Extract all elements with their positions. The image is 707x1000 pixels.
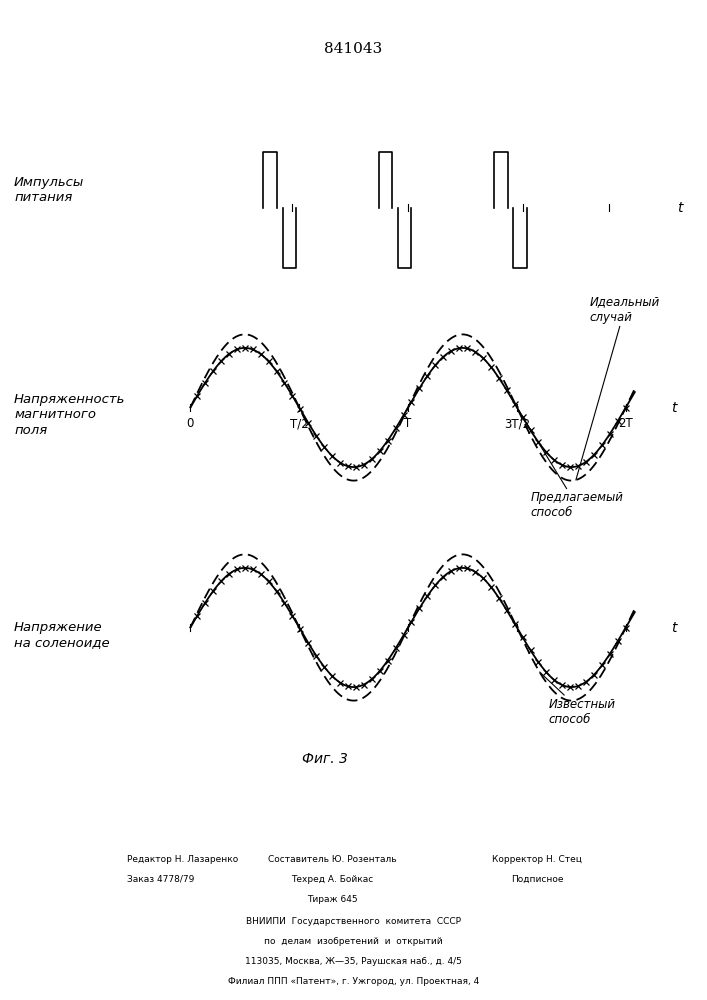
Text: Филиал ППП «Патент», г. Ужгород, ул. Проектная, 4: Филиал ППП «Патент», г. Ужгород, ул. Про… (228, 977, 479, 986)
Text: Предлагаемый
способ: Предлагаемый способ (517, 408, 624, 519)
Text: Корректор Н. Стец: Корректор Н. Стец (492, 855, 583, 864)
Text: t: t (671, 620, 677, 635)
Text: Фиг. 3: Фиг. 3 (303, 752, 348, 766)
Text: t: t (671, 400, 677, 414)
Text: Идеальный
случай: Идеальный случай (576, 296, 660, 480)
Text: 113035, Москва, Ж—35, Раушская наб., д. 4/5: 113035, Москва, Ж—35, Раушская наб., д. … (245, 957, 462, 966)
Text: T: T (404, 417, 411, 430)
Text: Напряженность
магнитного
поля: Напряженность магнитного поля (14, 393, 126, 436)
Text: Импульсы
питания: Импульсы питания (14, 176, 85, 204)
Text: 841043: 841043 (325, 42, 382, 56)
Text: Тираж 645: Тираж 645 (307, 895, 358, 904)
Text: Редактор Н. Лазаренко: Редактор Н. Лазаренко (127, 855, 238, 864)
Text: ВНИИПИ  Государственного  комитета  СССР: ВНИИПИ Государственного комитета СССР (246, 917, 461, 926)
Text: Техред А. Бойкас: Техред А. Бойкас (291, 875, 373, 884)
Text: Подписное: Подписное (511, 875, 563, 884)
Text: Заказ 4778/79: Заказ 4778/79 (127, 875, 194, 884)
Text: Известный
способ: Известный способ (539, 672, 616, 726)
Text: 0: 0 (187, 417, 194, 430)
Text: T/2: T/2 (290, 417, 308, 430)
Text: Составитель Ю. Розенталь: Составитель Ю. Розенталь (268, 855, 397, 864)
Text: 3T/2: 3T/2 (504, 417, 530, 430)
Text: Напряжение
на соленоиде: Напряжение на соленоиде (14, 621, 110, 649)
Text: t: t (677, 200, 682, 215)
Text: по  делам  изобретений  и  открытий: по делам изобретений и открытий (264, 937, 443, 946)
Text: 2T: 2T (619, 417, 633, 430)
